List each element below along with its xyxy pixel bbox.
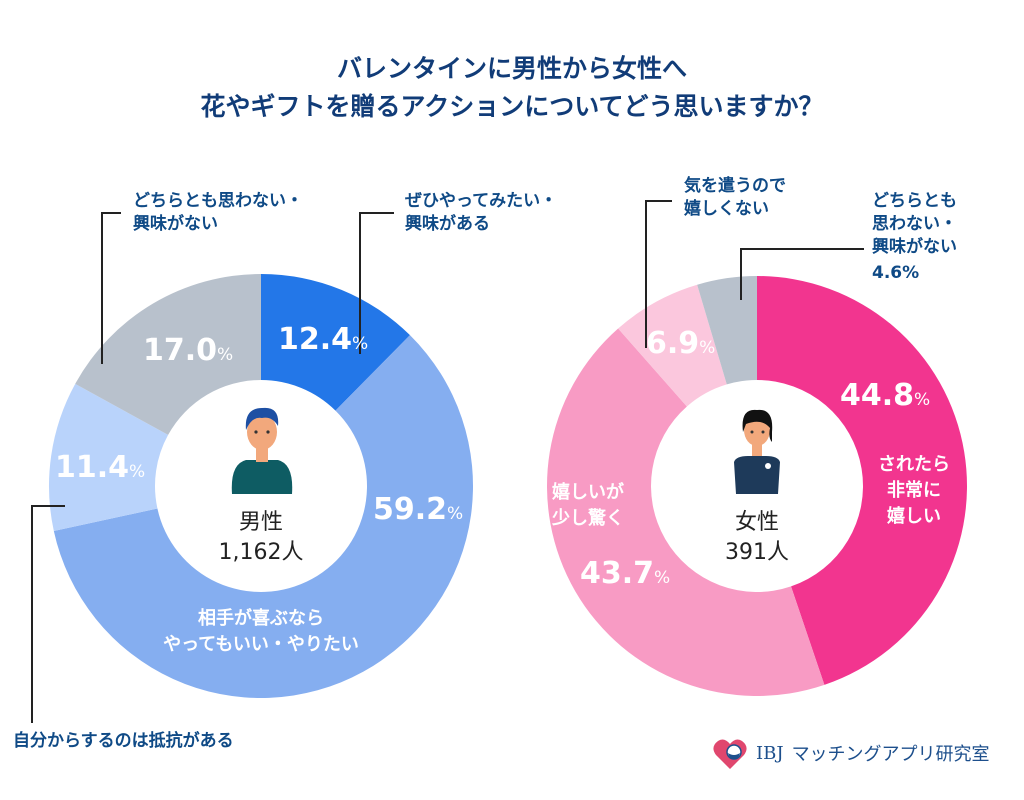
value-6-9: 6.9% — [646, 326, 716, 361]
man-avatar-icon — [231, 407, 293, 494]
value-43-7: 43.7% — [580, 556, 671, 591]
value-59-2: 59.2% — [373, 492, 464, 527]
woman-avatar-icon — [734, 409, 780, 494]
donut-slice-0-3 — [75, 274, 261, 435]
label-very-happy-female: されたら 非常に 嬉しい — [878, 454, 950, 527]
donut-slice-0-1 — [53, 335, 474, 699]
leader-line — [101, 212, 121, 364]
label-ok-male: 相手が喜ぶなら やってもいい・やりたい — [163, 608, 359, 655]
leader-line — [31, 505, 65, 723]
center-female: 女性 391人 — [725, 510, 789, 565]
donut-slice-1-0 — [757, 276, 967, 685]
value-44-8: 44.8% — [840, 378, 931, 413]
label-no-female: 気を遣うので 嬉しくない — [684, 176, 786, 219]
donut-slice-1-1 — [547, 328, 825, 696]
value-11-4: 11.4% — [55, 450, 146, 485]
center-male: 男性 1,162人 — [218, 510, 304, 565]
value-12-4: 12.4% — [278, 322, 369, 357]
chart-title: バレンタインに男性から女性へ 花やギフトを贈るアクションについてどう思いますか？ — [200, 54, 824, 121]
label-surprised-female: 嬉しいが 少し驚く — [552, 482, 624, 529]
donut-slice-0-0 — [261, 274, 410, 411]
leader-line — [359, 212, 394, 354]
leader-line — [645, 200, 672, 348]
value-17-0: 17.0% — [143, 333, 234, 368]
label-resist-male: 自分からするのは抵抗がある — [13, 731, 234, 751]
label-neutral-female: どちらとも 思わない・ 興味がない 4.6% — [872, 191, 957, 283]
leader-line — [740, 248, 864, 300]
heart-flask-logo-icon — [713, 739, 747, 769]
donut-slice-1-3 — [697, 276, 757, 385]
logo: IBJ マッチングアプリ研究室 — [712, 735, 990, 771]
donut-slice-0-2 — [49, 383, 169, 531]
label-neutral-male: どちらとも思わない・ 興味がない — [133, 191, 303, 234]
label-want-male: ぜひやってみたい・ 興味がある — [405, 191, 558, 234]
